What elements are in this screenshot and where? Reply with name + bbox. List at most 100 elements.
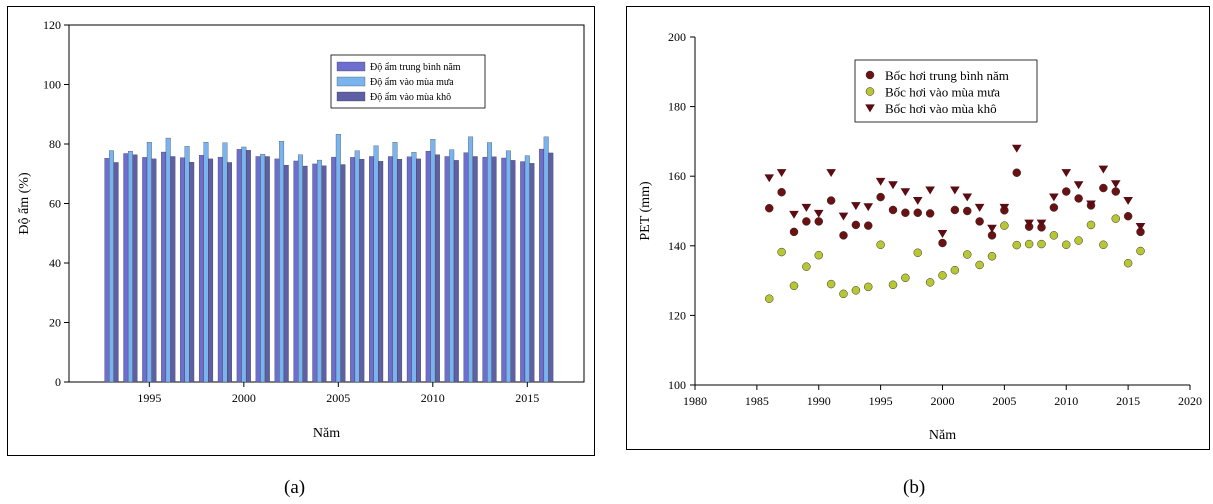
point-mean [839,231,848,240]
bar-mean [217,156,223,383]
bar-rainy [373,145,379,383]
point-dry [888,181,898,190]
y-tick-label: 100 [668,378,686,392]
caption-b: (b) [903,477,926,498]
point-mean [975,217,984,226]
bar-dry [529,163,535,383]
y-axis-label: Độ ẩm (%) [17,172,32,235]
point-rainy [826,279,836,289]
point-rainy [839,289,848,299]
point-mean [789,227,799,237]
figure-panel-b: 100 120 140 160 180 200 1980 1985 1990 1995 2000 20… [626,6,1210,450]
point-mean [963,206,972,216]
point-rainy [1074,236,1083,245]
x-tick-label: 2015 [1116,394,1140,408]
point-dry [900,188,911,197]
x-tick-label: 2020 [1178,394,1202,408]
bar-rainy [411,152,417,383]
y-tick-label: 140 [668,239,686,253]
y-tick-label: 200 [668,30,686,44]
x-tick-label: 2015 [515,391,539,405]
point-dry [789,210,799,219]
point-rainy [851,286,861,295]
bar-rainy [316,159,322,383]
point-dry [838,212,849,221]
x-tick-label: 2005 [992,394,1016,408]
legend-label: Bốc hơi vào mùa khô [885,101,997,116]
point-rainy [802,262,811,271]
bar-rainy [468,136,474,383]
bar-mean [255,156,261,383]
bar-mean [406,156,412,383]
point-rainy [1037,239,1046,249]
bar-rainy [184,146,190,383]
point-dry [801,203,812,212]
bar-dry [132,154,138,383]
point-dry [925,186,935,195]
legend-swatch [336,61,366,72]
y-tick-label: 100 [43,78,61,92]
bar-dry [472,156,478,383]
x-tick-label: 1990 [807,394,831,408]
point-mean [765,203,774,213]
point-mean [888,205,898,215]
x-tick-label: 1995 [869,394,893,408]
point-mean [777,187,786,197]
point-rainy [1012,240,1021,250]
y-tick-label: 40 [49,256,61,270]
bar-rainy [354,150,360,383]
bar-rainy [146,142,152,383]
bar-mean [350,157,356,383]
point-rainy [1049,231,1059,240]
y-tick-label: 60 [49,197,61,211]
bar-dry [170,156,176,383]
bar-rainy [165,137,171,383]
x-tick-label: 1985 [745,394,769,408]
legend-box [854,59,1038,123]
x-tick-label: 2000 [931,394,955,408]
point-dry [999,203,1010,212]
legend-marker [865,104,875,113]
point-rainy [987,251,997,261]
point-dry [1061,169,1072,178]
point-mean [1074,194,1083,203]
caption-a: (a) [284,477,306,498]
bar-dry [245,150,251,383]
point-mean [1012,168,1021,177]
legend-marker [865,87,875,96]
point-dry [1011,144,1022,153]
y-tick-label: 20 [49,316,61,330]
point-rainy [888,280,898,290]
point-dry [764,174,775,183]
y-tick-label: 120 [668,308,686,322]
point-dry [1123,196,1133,205]
bar-rainy [203,142,209,383]
point-mean [925,209,935,218]
bar-mean [180,157,185,383]
point-dry [863,203,874,212]
point-mean [913,208,922,217]
point-rainy [950,265,960,275]
point-mean [1099,183,1108,193]
point-rainy [1111,214,1120,223]
bar-rainy [543,136,549,383]
point-dry [1135,223,1146,231]
y-tick-label: 80 [49,137,61,151]
point-rainy [876,240,885,250]
bar-dry [189,161,195,383]
bar-dry [340,164,346,383]
point-dry [950,186,960,195]
humidity-bar-chart: 0 20 40 60 80 100 120 1995 2000 2005 2010 2015 Năm Độ… [17,18,585,441]
bar-dry [378,161,384,383]
y-tick-label: 180 [668,100,686,114]
bar-mean [236,149,242,383]
bar-mean [293,160,299,383]
y-axis-label: PET (mm) [638,181,653,241]
bar-dry [151,158,157,383]
point-dry [1049,193,1059,202]
point-dry [1024,219,1034,228]
x-tick-label: 2010 [421,391,445,405]
pet-scatter-chart: 100 120 140 160 180 200 1980 1985 1990 1995 2000 20… [638,30,1202,443]
bar-dry [113,162,119,383]
point-mean [864,221,873,230]
